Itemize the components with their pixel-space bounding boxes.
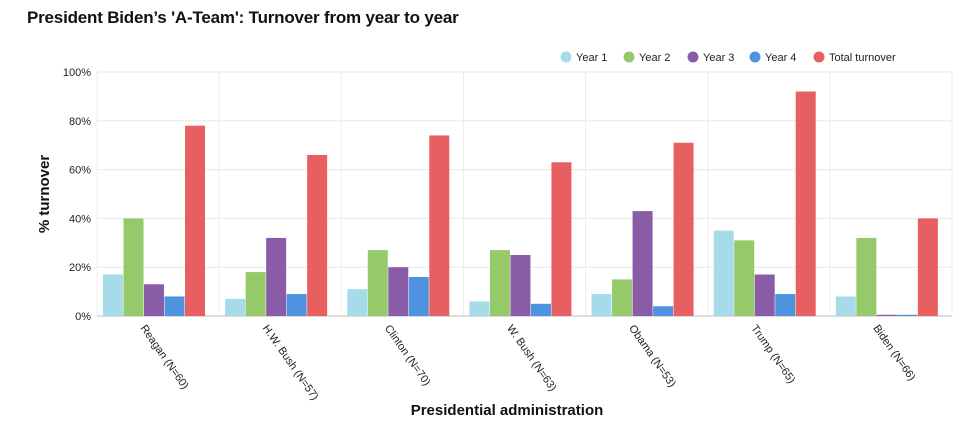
bar-year-2 — [856, 237, 877, 316]
bar-year-2 — [489, 250, 510, 316]
bar-year-1 — [469, 301, 490, 316]
bar-total-turnover — [307, 154, 328, 316]
bar-year-1 — [347, 289, 368, 316]
legend-label: Year 2 — [639, 52, 670, 64]
bar-total-turnover — [673, 142, 694, 316]
legend-label: Year 3 — [703, 52, 734, 64]
bar-total-turnover — [551, 162, 572, 316]
x-tick-label: Clinton (N=70) — [382, 323, 433, 388]
bar-total-turnover — [917, 218, 938, 316]
y-tick-label: 60% — [69, 165, 91, 177]
bar-year-1 — [835, 296, 856, 316]
bar-year-3 — [510, 255, 531, 316]
bar-year-3 — [144, 284, 164, 316]
y-tick-label: 100% — [63, 67, 91, 79]
legend-swatch — [749, 51, 761, 63]
chart-title: President Biden’s 'A-Team': Turnover fro… — [27, 8, 459, 27]
x-tick-label: H.W. Bush (N=57) — [260, 323, 321, 403]
legend-swatch — [560, 51, 572, 63]
bar-year-2 — [367, 250, 388, 316]
legend-swatch — [623, 51, 635, 63]
bars — [103, 91, 938, 317]
x-tick-label: W. Bush (N=63) — [504, 323, 559, 394]
bar-year-4 — [897, 314, 918, 316]
bar-year-4 — [408, 276, 429, 316]
legend-label: Year 4 — [765, 52, 796, 64]
bar-year-3 — [754, 274, 775, 316]
legend-swatch — [687, 51, 699, 63]
y-tick-label: 20% — [69, 262, 91, 274]
bar-total-turnover — [185, 125, 205, 317]
bar-year-2 — [612, 279, 633, 316]
legend: Year 1 Year 2 Year 3 Year 4 Total turnover — [560, 51, 896, 64]
bar-year-4 — [286, 294, 307, 316]
bar-year-4 — [653, 306, 674, 316]
y-tick-label: 0% — [75, 311, 91, 323]
bar-year-1 — [225, 298, 246, 316]
bar-year-1 — [103, 274, 123, 316]
x-tick-label: Reagan (N=60) — [138, 323, 191, 392]
y-tick-label: 40% — [69, 213, 91, 225]
bar-total-turnover — [429, 135, 450, 316]
bar-year-3 — [632, 211, 653, 316]
x-tick-label: Trump (N=65) — [748, 323, 797, 386]
bar-year-4 — [775, 294, 796, 316]
x-tick-label: Biden (N=66) — [870, 323, 917, 383]
legend-label: Year 1 — [576, 52, 607, 64]
bar-total-turnover — [795, 91, 816, 317]
bar-year-4 — [164, 296, 185, 316]
bar-year-3 — [266, 237, 287, 316]
legend-swatch — [813, 51, 825, 63]
bar-year-2 — [734, 240, 755, 316]
y-axis-title: % turnover — [36, 155, 53, 234]
bar-year-2 — [123, 218, 144, 316]
bar-year-1 — [591, 294, 612, 316]
y-tick-label: 80% — [69, 116, 91, 128]
x-tick-label: Obama (N=53) — [626, 323, 678, 390]
bar-year-1 — [713, 230, 734, 316]
bar-year-3 — [876, 314, 897, 316]
x-axis-title: Presidential administration — [411, 402, 604, 419]
bar-year-3 — [388, 267, 409, 316]
legend-label: Total turnover — [829, 52, 896, 64]
bar-year-2 — [245, 272, 266, 316]
bar-year-4 — [530, 303, 551, 316]
